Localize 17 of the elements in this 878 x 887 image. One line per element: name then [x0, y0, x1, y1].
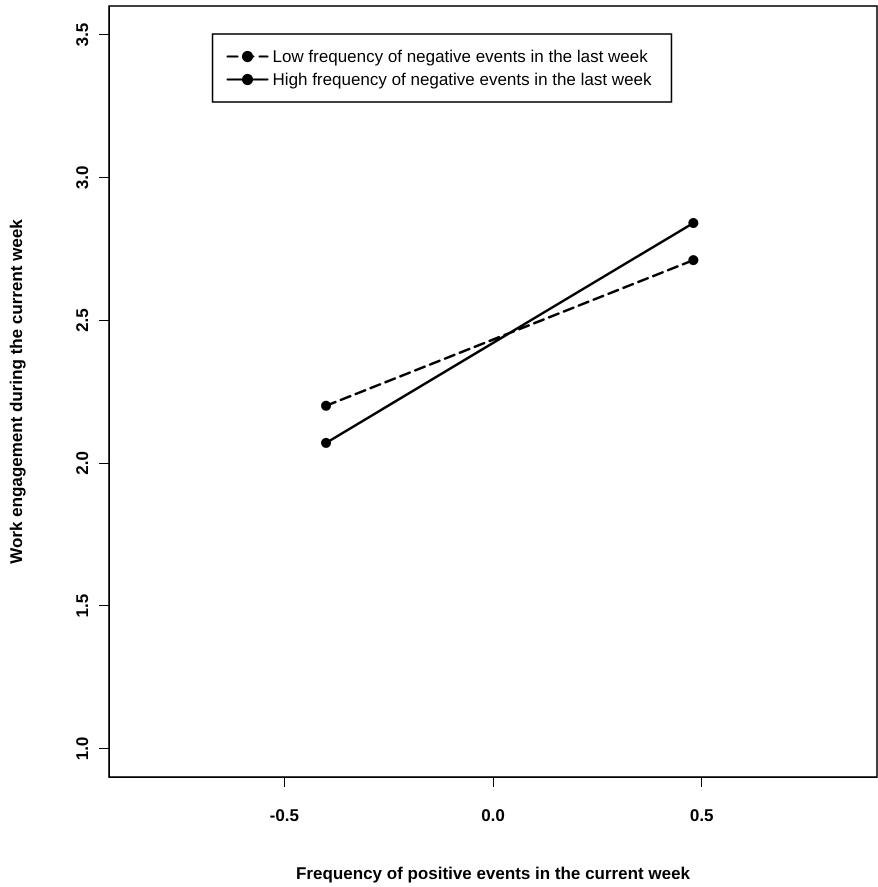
x-tick-label: -0.5: [270, 806, 299, 825]
y-tick-label: 3.5: [73, 22, 92, 46]
y-axis-title: Work engagement during the current week: [7, 218, 26, 564]
point: [321, 400, 332, 411]
legend-label: Low frequency of negative events in the last week: [272, 47, 648, 66]
y-tick-label: 2.0: [73, 451, 92, 475]
x-tick-label: 0.5: [690, 806, 714, 825]
x-tick-label: 0.0: [481, 806, 505, 825]
point: [688, 218, 698, 228]
point: [688, 255, 698, 266]
y-tick-label: 1.5: [73, 594, 92, 618]
point: [321, 438, 332, 448]
x-axis-title: Frequency of positive events in the current week: [296, 864, 691, 883]
legend-label: High frequency of negative events in the last week: [272, 70, 652, 89]
y-tick-label: 1.0: [73, 736, 92, 760]
y-tick-label: 3.0: [73, 166, 92, 190]
y-tick-label: 2.5: [73, 308, 92, 332]
